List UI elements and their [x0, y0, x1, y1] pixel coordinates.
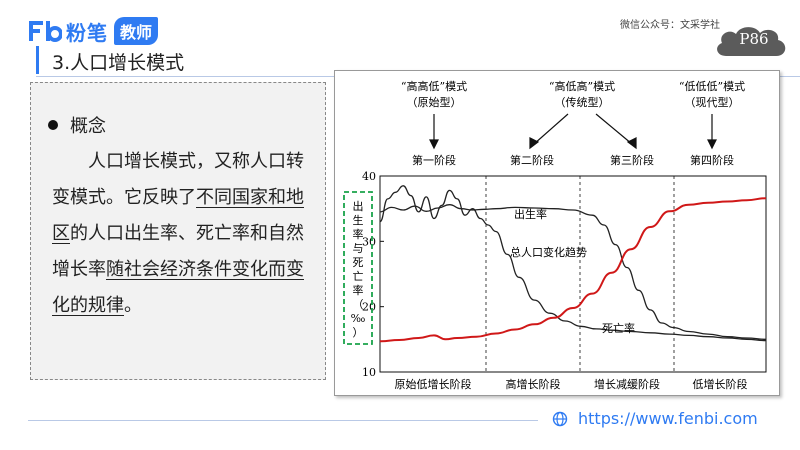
stage-header-2: 第二阶段 — [510, 153, 554, 167]
label-death-rate: 死亡率 — [602, 321, 635, 335]
x-stage-3: 增长减缓阶段 — [594, 377, 660, 391]
fenbi-logo-icon — [28, 19, 63, 43]
mode-label-1: “高高低”模式 — [401, 79, 467, 93]
ylabel-highlight-box — [343, 191, 373, 345]
section-title: 3.人口增长模式 — [52, 52, 185, 74]
x-stage-1: 原始低增长阶段 — [395, 377, 472, 391]
wechat-account: 微信公众号：文采学社 — [620, 20, 720, 31]
mode-label-3: “低低低”模式 — [679, 80, 745, 93]
footer-divider — [28, 420, 538, 421]
page-number: P86 — [739, 30, 769, 48]
title-accent-bar — [36, 46, 39, 74]
y-tick-label-30: 30 — [362, 235, 376, 248]
series-death-rate — [379, 185, 767, 342]
logo-text: 粉笔 — [66, 20, 108, 45]
arrow-2 — [533, 113, 569, 145]
y-axis-label: 出生率与死亡率（‰） — [351, 199, 366, 339]
series-population-trend — [379, 197, 767, 343]
label-population-trend: 总人口变化趋势 — [510, 245, 587, 259]
series-birth-rate — [379, 204, 767, 340]
concept-text-1: 人口增长模式，又称人口转变模式。它反映了 — [52, 151, 304, 208]
brand-logo: 粉笔 教师 — [28, 17, 159, 45]
mode-sub-1: （原始型） — [407, 95, 462, 109]
concept-heading: 概念 — [48, 112, 106, 138]
concept-text-3: 。 — [124, 295, 142, 316]
globe-icon — [552, 411, 568, 427]
mode-sub-3: （现代型） — [685, 95, 740, 109]
concept-underline-2: 随社会经济条件变化而变化的规律 — [52, 259, 304, 316]
cloud-badge-icon — [717, 27, 786, 56]
arrow-head-1 — [429, 139, 439, 150]
arrow-head-2 — [529, 137, 540, 150]
footer-url-link[interactable]: https://www.fenbi.com — [578, 409, 758, 428]
concept-heading-label: 概念 — [70, 116, 106, 137]
x-stage-2: 高增长阶段 — [506, 377, 561, 391]
concept-text-2: 的人口出生率、死亡率和自然增长率 — [52, 223, 304, 280]
concept-panel — [30, 82, 326, 380]
logo-badge: 教师 — [114, 17, 159, 45]
mode-sub-2: （传统型） — [555, 95, 610, 109]
label-birth-rate: 出生率 — [514, 207, 547, 221]
arrow-head-4 — [707, 139, 717, 150]
population-growth-chart: “高高低”模式 （原始型） “高低高”模式 （传统型） “低低低”模式 （现代型… — [343, 79, 767, 391]
y-tick-label-10: 10 — [362, 366, 376, 379]
stage-header-1: 第一阶段 — [412, 153, 456, 167]
arrow-3 — [595, 113, 633, 145]
x-stage-4: 低增长阶段 — [693, 377, 748, 391]
stage-header-4: 第四阶段 — [690, 153, 734, 167]
arrow-head-3 — [626, 137, 637, 150]
concept-underline-1: 不同国家和地区 — [52, 187, 304, 244]
bullet-icon — [48, 120, 58, 130]
concept-paragraph: 人口增长模式，又称人口转变模式。它反映了不同国家和地区的人口出生率、死亡率和自然… — [52, 144, 318, 324]
y-tick-label-40: 40 — [362, 170, 376, 183]
stage-header-3: 第三阶段 — [610, 153, 654, 167]
mode-label-2: “高低高”模式 — [549, 79, 615, 93]
plot-area — [379, 175, 767, 373]
